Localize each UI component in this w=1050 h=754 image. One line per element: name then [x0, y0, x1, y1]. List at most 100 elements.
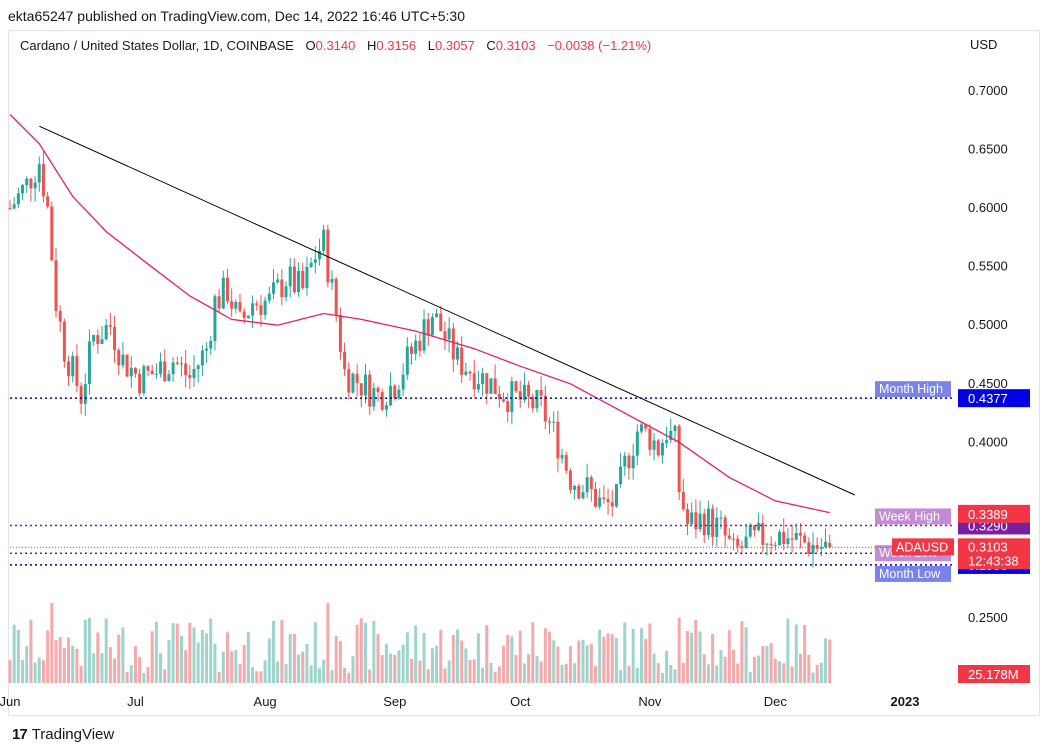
volume-bar: [560, 664, 564, 683]
volume-bar: [167, 639, 171, 683]
candle-body: [154, 373, 158, 375]
volume-bar: [426, 669, 430, 683]
y-tick-label: 0.4500: [968, 376, 1008, 391]
candle-body: [531, 396, 535, 409]
x-tick-label: Aug: [254, 694, 277, 709]
volume-bar: [37, 657, 41, 683]
volume-bar: [8, 659, 12, 683]
candle-body: [585, 477, 589, 493]
candle-body: [535, 389, 539, 409]
level-name-tag: [875, 508, 951, 525]
candle-body: [502, 399, 506, 402]
volume-bar: [824, 638, 828, 683]
candle-body: [401, 374, 405, 390]
volume-bar: [121, 627, 125, 683]
last-price-text: 0.3103: [968, 539, 1008, 554]
volume-bar: [175, 623, 179, 683]
volume-bar: [284, 664, 288, 683]
volume-bar: [359, 618, 363, 683]
volume-bar: [280, 619, 284, 683]
candle-body: [506, 401, 510, 413]
x-tick-label: Jun: [0, 694, 20, 709]
volume-bar: [594, 666, 598, 683]
volume-bar: [104, 618, 108, 683]
candle-body: [338, 314, 342, 352]
volume-bar: [171, 623, 175, 683]
y-tick-label: 0.2500: [968, 610, 1008, 625]
candle-body: [736, 538, 740, 547]
volume-bar: [276, 661, 280, 683]
high-value: 0.3156: [376, 38, 417, 53]
candle-body: [623, 455, 627, 467]
candle-body: [213, 296, 217, 341]
volume-bar: [255, 671, 259, 683]
candle-body: [196, 365, 200, 370]
candle-body: [121, 354, 125, 366]
candle-body: [522, 384, 526, 400]
volume-bar: [535, 655, 539, 683]
volume-bar: [351, 656, 355, 683]
volume-bar: [317, 668, 321, 683]
candle-body: [380, 392, 384, 410]
candle-body: [405, 346, 409, 375]
volume-bar: [786, 618, 790, 683]
level-price-tag: [958, 389, 1030, 408]
volume-bar: [422, 632, 426, 683]
volume-bar: [485, 625, 489, 683]
candle-body: [71, 356, 75, 377]
candle-body: [468, 371, 472, 374]
candle-body: [811, 544, 815, 554]
candle-body: [757, 523, 761, 531]
candle-body: [418, 340, 422, 351]
candle-body: [92, 335, 96, 342]
candle-body: [460, 347, 464, 375]
candle-body: [246, 315, 250, 318]
candle-body: [29, 178, 33, 189]
volume-bar: [125, 671, 129, 683]
candle-body: [598, 497, 602, 507]
volume-bar: [828, 639, 832, 683]
candle-body: [564, 455, 568, 471]
candle-body: [159, 361, 163, 374]
volume-bar: [163, 669, 167, 683]
candle-body: [435, 313, 439, 318]
candle-body: [343, 351, 347, 370]
candle-body: [543, 395, 547, 422]
candle-body: [46, 196, 50, 207]
volume-bar: [209, 618, 213, 683]
x-tick-label: Sep: [383, 694, 406, 709]
candle-body: [778, 531, 782, 546]
currency-label: USD: [970, 37, 998, 52]
candle-body: [25, 178, 29, 186]
candle-body: [782, 531, 786, 545]
candle-body: [389, 385, 393, 406]
candle-body: [723, 517, 727, 536]
candle-body: [58, 311, 62, 322]
volume-bar: [443, 668, 447, 683]
candle-body: [192, 369, 196, 379]
candle-body: [234, 301, 238, 309]
candle-body: [631, 455, 635, 469]
candle-body: [284, 286, 288, 298]
candle-body: [150, 370, 154, 375]
volume-bar: [46, 630, 50, 683]
volume-bar: [564, 663, 568, 683]
volume-bar: [807, 654, 811, 683]
volume-bar: [677, 617, 681, 683]
volume-bar: [192, 627, 196, 683]
volume-bar: [267, 638, 271, 683]
volume-bar: [527, 654, 531, 683]
volume-bar: [761, 646, 765, 683]
volume-bar: [234, 650, 238, 683]
volume-bar: [259, 671, 263, 683]
symbol-name[interactable]: Cardano / United States Dollar, 1D, COIN…: [20, 38, 294, 53]
level-name-text: Week High: [879, 509, 940, 523]
volume-bar: [644, 638, 648, 683]
volume-bar: [246, 632, 250, 683]
volume-bar: [217, 671, 221, 683]
tradingview-brand[interactable]: 17 TradingView: [12, 726, 114, 743]
candle-body: [514, 381, 518, 392]
candle-body: [334, 279, 338, 315]
volume-bar: [184, 650, 188, 683]
